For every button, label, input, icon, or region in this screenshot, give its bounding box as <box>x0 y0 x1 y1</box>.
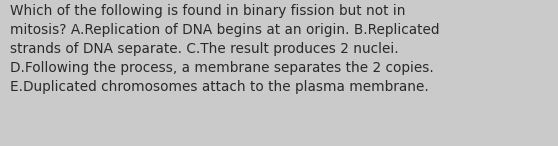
Text: Which of the following is found in binary fission but not in
mitosis? A.Replicat: Which of the following is found in binar… <box>10 4 440 94</box>
